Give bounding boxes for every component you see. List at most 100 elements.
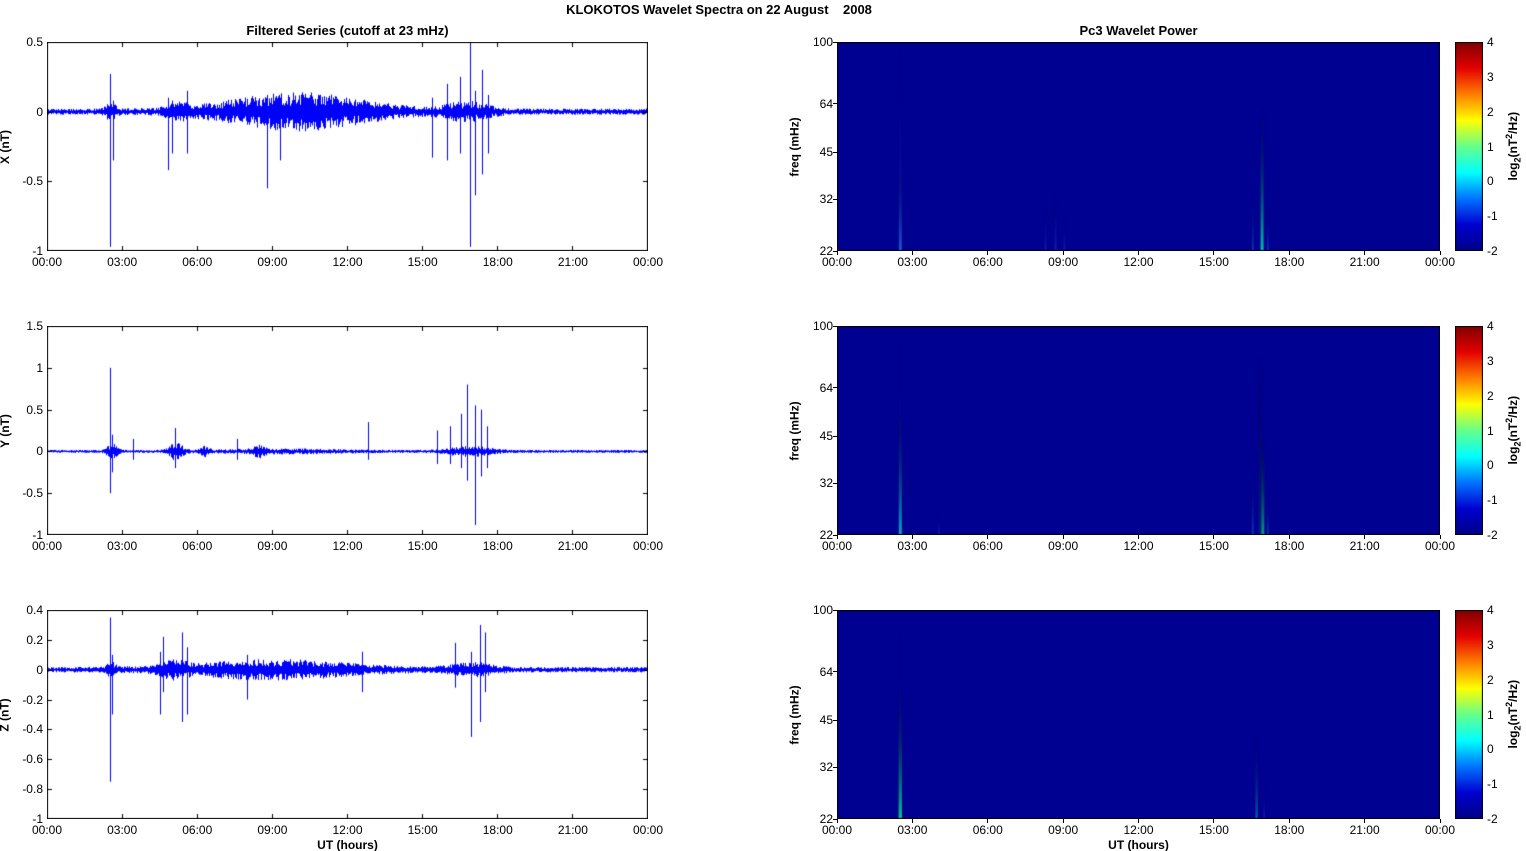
right-column-title: Pc3 Wavelet Power: [1079, 23, 1198, 38]
x-wavelet-ytick-labels: 100 64 45 32 22: [791, 35, 837, 258]
y-tick-label: 22: [819, 528, 833, 542]
colorbar-axis-label-text: log2(nT2/Hz): [1504, 396, 1522, 465]
colorbar-tick-label: 1: [1487, 423, 1494, 438]
colorbar-y-wavelet: 4 3 2 1 0 -1 -2 log2(nT2/Hz): [1455, 319, 1526, 542]
colorbar-label-log: log: [1505, 730, 1520, 749]
colorbar-label-close: /Hz): [1505, 680, 1520, 703]
x-tick-mark: [987, 535, 989, 539]
colorbar-tick-label: -2: [1487, 528, 1498, 542]
y-tick-label: 64: [819, 664, 833, 679]
y-series-xtick-labels: 00:00 03:00 06:00 09:00 12:00 15:00 18:00 21:00…: [32, 535, 663, 555]
y-tick-mark: [833, 609, 837, 611]
colorbar-label-log: log: [1505, 446, 1520, 465]
y-tick-mark: [833, 671, 837, 673]
y-tick-mark: [833, 719, 837, 721]
x-tick-label: 21:00: [1349, 823, 1380, 837]
x-tick-label: 21:00: [557, 539, 588, 553]
y-tick-mark: [833, 435, 837, 437]
z-wavelet-plot-area: [837, 610, 1440, 819]
x-tick-label: 06:00: [182, 823, 213, 837]
y-tick-label: 0.5: [26, 402, 43, 417]
colorbar-tick-label: 4: [1487, 603, 1494, 617]
colorbar-label-sub: 2: [1512, 157, 1523, 163]
x-tick-mark: [836, 251, 838, 255]
x-tick-label: 00:00: [632, 255, 664, 269]
y-tick-label: -0.5: [22, 174, 43, 189]
x-tick-label: 09:00: [1048, 823, 1079, 837]
x-tick-mark: [911, 819, 913, 823]
x-tick-label: 03:00: [107, 255, 138, 269]
x-tick-label: 18:00: [482, 539, 513, 553]
colorbar-label-close: /Hz): [1505, 112, 1520, 135]
colorbar-tick-label: -2: [1487, 812, 1498, 826]
x-tick-label: 15:00: [1198, 823, 1229, 837]
x-tick-label: 12:00: [1123, 255, 1154, 269]
x-tick-label: 00:00: [1424, 255, 1456, 269]
panel-x-wavelet-power: Pc3 Wavelet Power freq (mHz) 100 64 45 32 22…: [788, 23, 1455, 269]
x-tick-label: 21:00: [557, 823, 588, 837]
y-tick-label: 0: [36, 662, 43, 677]
x-tick-label: 06:00: [972, 255, 1003, 269]
x-tick-label: 00:00: [821, 255, 853, 269]
panel-y-filtered-series: Y (nT) 1.510.50-0.5-1 00:0003:0006:0009:…: [0, 319, 663, 553]
x-tick-mark: [1062, 819, 1064, 823]
colorbar-gradient: [1455, 610, 1483, 819]
colorbar-label-sub: 2: [1512, 725, 1523, 731]
y-tick-label: 32: [819, 192, 833, 207]
x-tick-mark: [1288, 535, 1290, 539]
x-wavelet-xtick-labels: 00:00 03:00 06:00 09:00 12:00 15:00 18:00 21:00…: [822, 251, 1455, 271]
y-wavelet-xtick-labels: 00:00 03:00 06:00 09:00 12:00 15:00 18:00 21:00…: [822, 535, 1455, 555]
x-tick-label: 21:00: [1349, 255, 1380, 269]
x-tick-label: 03:00: [107, 823, 138, 837]
x-tick-mark: [911, 535, 913, 539]
x-tick-mark: [1288, 251, 1290, 255]
x-tick-label: 00:00: [31, 255, 63, 269]
z-wavelet-ytick-labels: 100 64 45 32 22: [791, 603, 837, 826]
colorbar-tick-label: 4: [1487, 319, 1494, 333]
left-column-title: Filtered Series (cutoff at 23 mHz): [246, 23, 449, 38]
x-tick-mark: [1364, 819, 1366, 823]
y-tick-mark: [833, 534, 837, 536]
x-tick-label: 09:00: [1048, 255, 1079, 269]
colorbar-tick-label: 0: [1487, 174, 1494, 189]
y-tick-mark: [833, 766, 837, 768]
x-tick-label: 03:00: [897, 255, 928, 269]
x-tick-label: 12:00: [332, 539, 363, 553]
z-series-plot-area: [47, 610, 648, 819]
left-xaxis-label: UT (hours): [317, 838, 378, 851]
figure-title: KLOKOTOS Wavelet Spectra on 22 August 20…: [566, 2, 872, 17]
y-tick-label: 22: [819, 244, 833, 258]
colorbar-tick-label: -1: [1487, 209, 1498, 224]
x-tick-mark: [987, 251, 989, 255]
y-tick-label: 100: [812, 319, 833, 333]
x-tick-mark: [1062, 251, 1064, 255]
y-tick-mark: [833, 482, 837, 484]
x-tick-label: 06:00: [182, 539, 213, 553]
y-tick-label: 32: [819, 760, 833, 775]
colorbar-tick-label: -1: [1487, 777, 1498, 792]
x-tick-label: 00:00: [1424, 539, 1456, 553]
colorbar-z-wavelet: 4 3 2 1 0 -1 -2 log2(nT2/Hz): [1455, 603, 1526, 826]
colorbar-tick-labels: 4 3 2 1 0 -1 -2: [1487, 603, 1513, 826]
y-tick-label: -0.2: [22, 692, 43, 707]
x-series-plot-area: [47, 42, 648, 251]
z-wavelet-xtick-labels: 00:00 03:00 06:00 09:00 12:00 15:00 18:00 21:00…: [822, 819, 1455, 839]
x-tick-mark: [1138, 819, 1139, 823]
y-tick-label: -0.8: [22, 782, 43, 797]
y-series-plot-area: [47, 326, 648, 535]
colorbar-label-open: (nT: [1505, 707, 1520, 726]
x-tick-label: 09:00: [257, 255, 288, 269]
colorbar-tick-labels: 4 3 2 1 0 -1 -2: [1487, 319, 1513, 542]
x-tick-mark: [1439, 535, 1441, 539]
colorbar-tick-label: 3: [1487, 353, 1494, 368]
x-tick-label: 00:00: [1424, 823, 1456, 837]
y-tick-label: -0.6: [22, 752, 43, 767]
x-tick-mark: [1213, 535, 1215, 539]
colorbar-gradient: [1455, 326, 1483, 535]
colorbar-tick-label: 2: [1487, 672, 1494, 687]
x-tick-mark: [1364, 251, 1366, 255]
x-tick-label: 12:00: [1123, 539, 1154, 553]
colorbar-tick-label: 3: [1487, 637, 1494, 652]
right-xaxis-label: UT (hours): [1108, 838, 1169, 851]
